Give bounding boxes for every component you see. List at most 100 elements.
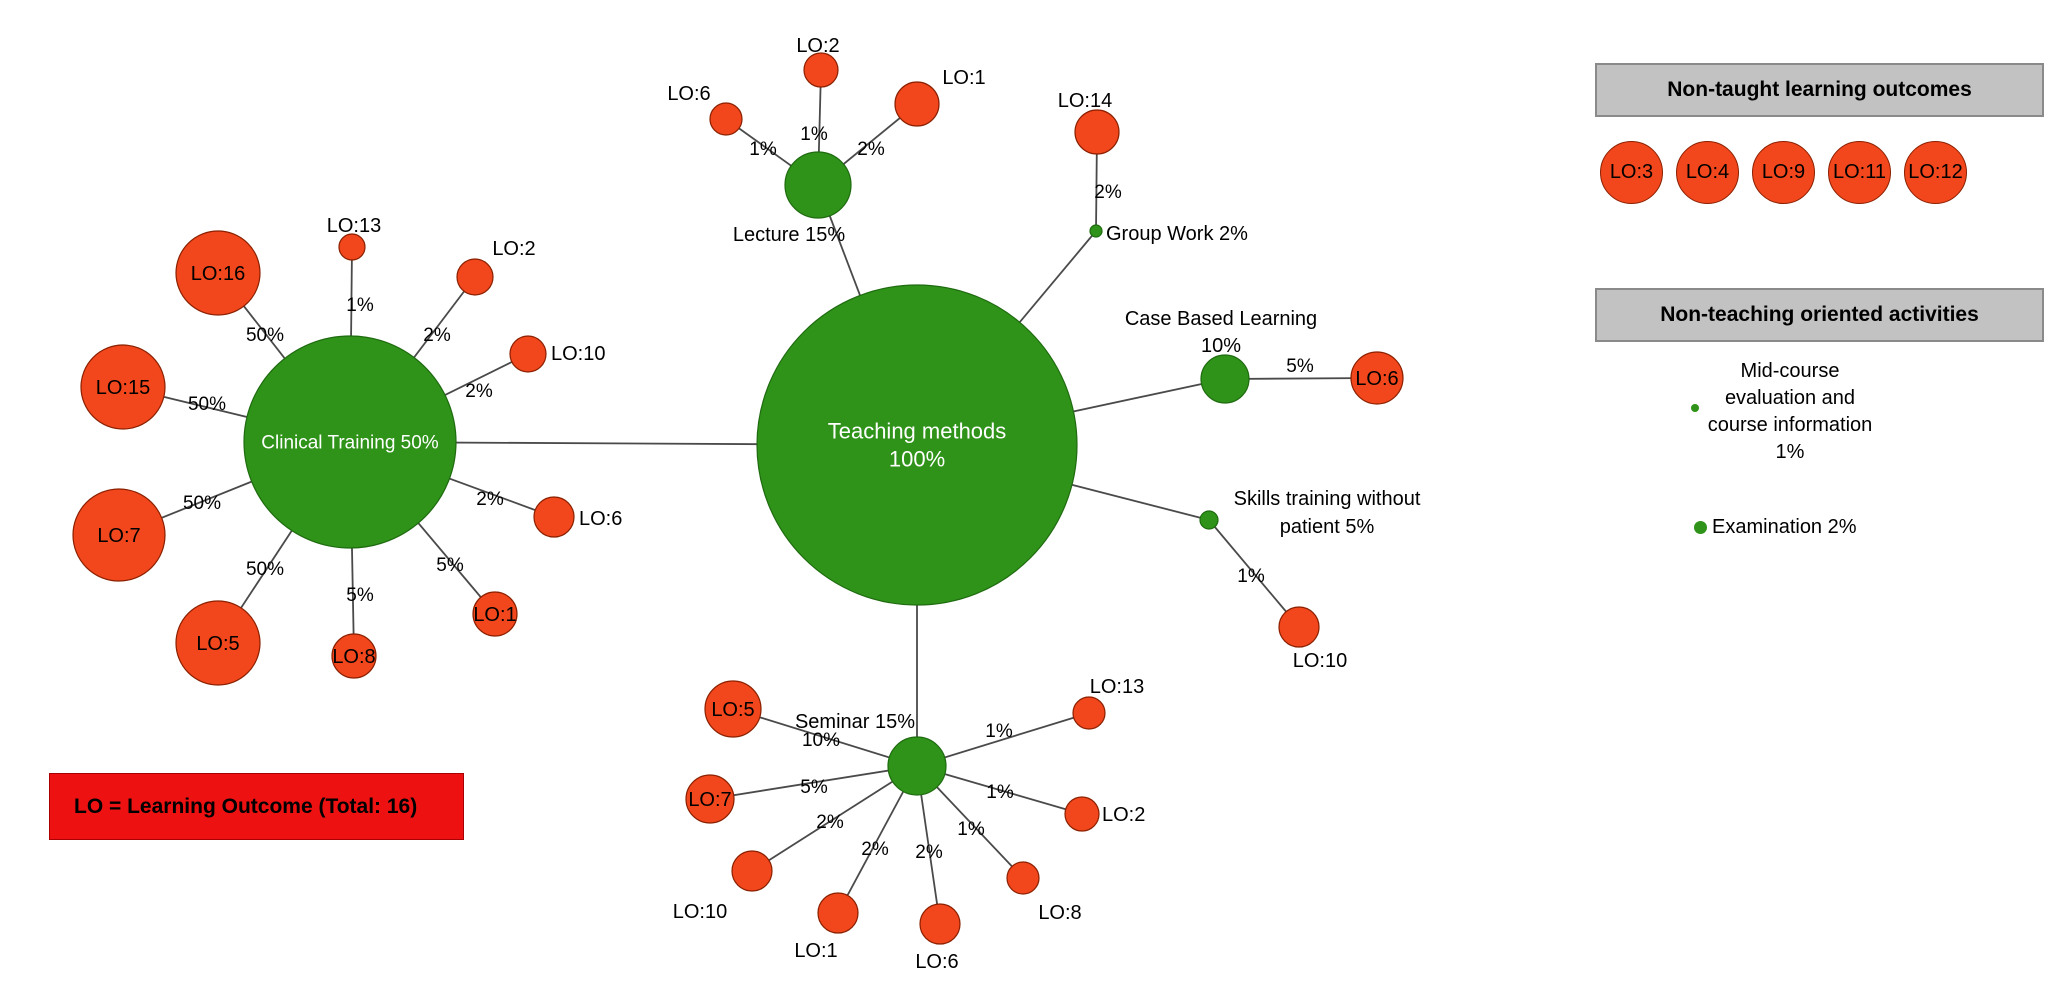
edge-label-casebased-cb-lo6: 5% bbox=[1286, 356, 1314, 377]
node-cl-lo5 bbox=[175, 600, 261, 686]
non-taught-outcomes-header: Non-taught learning outcomes bbox=[1595, 63, 2044, 117]
lo-label: LO:11 bbox=[1833, 161, 1886, 183]
edge-label-seminar-sem-lo10: 2% bbox=[816, 812, 844, 833]
examination-note: Examination 2% bbox=[1694, 516, 1857, 539]
edge-label-lecture-lec-lo1: 2% bbox=[857, 139, 885, 160]
legend-note-text: LO = Learning Outcome (Total: 16) bbox=[74, 794, 418, 818]
midcourse-line: evaluation and bbox=[1724, 387, 1856, 409]
edge-label-clinical-cl-lo2: 2% bbox=[423, 325, 451, 346]
node-cl-lo2 bbox=[456, 258, 494, 296]
non-teaching-activities-header: Non-teaching oriented activities bbox=[1595, 288, 2044, 342]
node-label-lec-lo6: LO:6 bbox=[667, 83, 710, 105]
node-label-skills: Skills training without bbox=[1234, 488, 1421, 510]
edge-label-skills-sk-lo10: 1% bbox=[1237, 566, 1265, 587]
edge-seminar-sem-lo7 bbox=[709, 765, 918, 800]
node-label-sem-lo2: LO:2 bbox=[1102, 804, 1145, 826]
edge-label-seminar-sem-lo1: 2% bbox=[861, 839, 889, 860]
edge-label-groupwork-lo14: 2% bbox=[1094, 182, 1122, 203]
non-taught-outcomes-row: LO:3 LO:4 LO:9 LO:11 LO:12 bbox=[1600, 141, 1967, 204]
node-label-sem-lo1: LO:1 bbox=[794, 940, 837, 962]
node-cl-lo8 bbox=[331, 633, 377, 679]
lo-label: LO:3 bbox=[1609, 161, 1654, 183]
node-sem-lo6 bbox=[919, 903, 961, 945]
node-label-sem-lo7: LO:7 bbox=[688, 789, 731, 811]
legend-note-box: LO = Learning Outcome (Total: 16) bbox=[49, 773, 464, 840]
node-groupwork bbox=[1089, 224, 1103, 238]
node-sem-lo2 bbox=[1064, 796, 1100, 832]
non-taught-lo-circle: LO:11 bbox=[1828, 141, 1891, 204]
lo-label: LO:12 bbox=[1908, 161, 1963, 183]
node-lec-lo2 bbox=[803, 52, 839, 88]
node-label-cl-lo10: LO:10 bbox=[551, 343, 605, 365]
edge-seminar-sem-lo5 bbox=[732, 708, 918, 767]
node-label-cb-lo6: LO:6 bbox=[1355, 368, 1398, 390]
edge-label-clinical-cl-lo7: 50% bbox=[183, 493, 221, 514]
node-cl-lo7 bbox=[72, 488, 166, 582]
edge-label-seminar-sem-lo6: 2% bbox=[915, 842, 943, 863]
node-label-teaching: Teaching methods bbox=[828, 419, 1007, 444]
edge-label-seminar-sem-lo13: 1% bbox=[985, 721, 1013, 742]
edge-label-clinical-cl-lo1: 5% bbox=[436, 555, 464, 576]
node-teaching bbox=[756, 284, 1078, 606]
node-seminar bbox=[887, 736, 947, 796]
midcourse-line: course information bbox=[1707, 414, 1873, 436]
node-cl-lo15 bbox=[80, 344, 166, 430]
node-label-seminar: Seminar 15% bbox=[795, 711, 915, 733]
node-label-cl-lo15: LO:15 bbox=[96, 377, 150, 399]
node-clinical bbox=[243, 335, 457, 549]
node-sem-lo7 bbox=[685, 774, 735, 824]
node-cl-lo13 bbox=[338, 233, 366, 261]
node-label-teaching: 100% bbox=[889, 447, 945, 472]
edge-label-lecture-lec-lo2: 1% bbox=[800, 124, 828, 145]
non-taught-lo-circle: LO:3 bbox=[1600, 141, 1663, 204]
node-cb-lo6 bbox=[1350, 351, 1404, 405]
examination-label: Examination 2% bbox=[1712, 516, 1857, 538]
node-label-cl-lo1: LO:1 bbox=[473, 604, 516, 626]
node-casebased bbox=[1200, 354, 1250, 404]
edge-label-clinical-cl-lo10: 2% bbox=[465, 381, 493, 402]
node-sem-lo1 bbox=[817, 892, 859, 934]
node-label-lecture: Lecture 15% bbox=[733, 224, 846, 246]
node-lec-lo1 bbox=[894, 81, 940, 127]
node-label-lec-lo1: LO:1 bbox=[942, 67, 985, 89]
node-lecture bbox=[784, 151, 852, 219]
edge-label-clinical-cl-lo5: 50% bbox=[246, 559, 284, 580]
node-label-sem-lo13: LO:13 bbox=[1090, 676, 1144, 698]
node-lo14 bbox=[1074, 109, 1120, 155]
node-label-sem-lo5: LO:5 bbox=[711, 699, 754, 721]
edge-label-clinical-cl-lo8: 5% bbox=[346, 585, 374, 606]
lo-label: LO:9 bbox=[1761, 161, 1806, 183]
node-sem-lo10 bbox=[731, 850, 773, 892]
edge-label-seminar-sem-lo8: 1% bbox=[957, 819, 985, 840]
edge-label-seminar-sem-lo7: 5% bbox=[800, 777, 828, 798]
node-label-groupwork: Group Work 2% bbox=[1106, 223, 1248, 245]
node-cl-lo6 bbox=[533, 496, 575, 538]
node-label-sem-lo8: LO:8 bbox=[1038, 902, 1081, 924]
node-label-cl-lo5: LO:5 bbox=[196, 633, 239, 655]
non-taught-lo-circle: LO:12 bbox=[1904, 141, 1967, 204]
node-cl-lo10 bbox=[509, 335, 547, 373]
node-label-clinical: Clinical Training 50% bbox=[261, 433, 439, 454]
node-sem-lo13 bbox=[1072, 696, 1106, 730]
midcourse-line: Mid-course bbox=[1740, 360, 1840, 382]
node-sem-lo5 bbox=[704, 680, 762, 738]
node-lec-lo6 bbox=[709, 102, 743, 136]
node-sk-lo10 bbox=[1278, 606, 1320, 648]
node-cl-lo1 bbox=[472, 591, 518, 637]
midcourse-dot-icon bbox=[1691, 404, 1699, 412]
node-label-cl-lo16: LO:16 bbox=[191, 263, 245, 285]
node-label-cl-lo6: LO:6 bbox=[579, 508, 622, 530]
node-label-lec-lo2: LO:2 bbox=[796, 35, 839, 57]
non-taught-lo-circle: LO:4 bbox=[1676, 141, 1739, 204]
node-label-cl-lo2: LO:2 bbox=[492, 238, 535, 260]
edge-skills-sk-lo10 bbox=[1208, 519, 1300, 628]
edge-seminar-sem-lo10 bbox=[751, 765, 918, 872]
edge-label-seminar-sem-lo2: 1% bbox=[986, 782, 1014, 803]
node-label-lo14: LO:14 bbox=[1058, 90, 1112, 112]
node-label-casebased: Case Based Learning bbox=[1125, 308, 1317, 330]
examination-dot-icon bbox=[1694, 521, 1707, 534]
edge-label-clinical-cl-lo16: 50% bbox=[246, 325, 284, 346]
node-label-sem-lo6: LO:6 bbox=[915, 951, 958, 973]
